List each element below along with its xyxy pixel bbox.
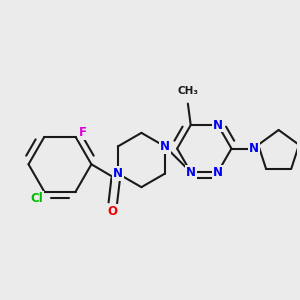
Text: CH₃: CH₃ bbox=[177, 86, 198, 97]
Text: F: F bbox=[79, 126, 87, 139]
Text: Cl: Cl bbox=[31, 192, 44, 205]
Text: O: O bbox=[108, 205, 118, 218]
Text: N: N bbox=[160, 140, 170, 153]
Text: N: N bbox=[113, 167, 123, 180]
Text: N: N bbox=[249, 142, 259, 155]
Text: N: N bbox=[186, 166, 196, 178]
Text: N: N bbox=[213, 166, 223, 178]
Text: N: N bbox=[213, 118, 223, 132]
